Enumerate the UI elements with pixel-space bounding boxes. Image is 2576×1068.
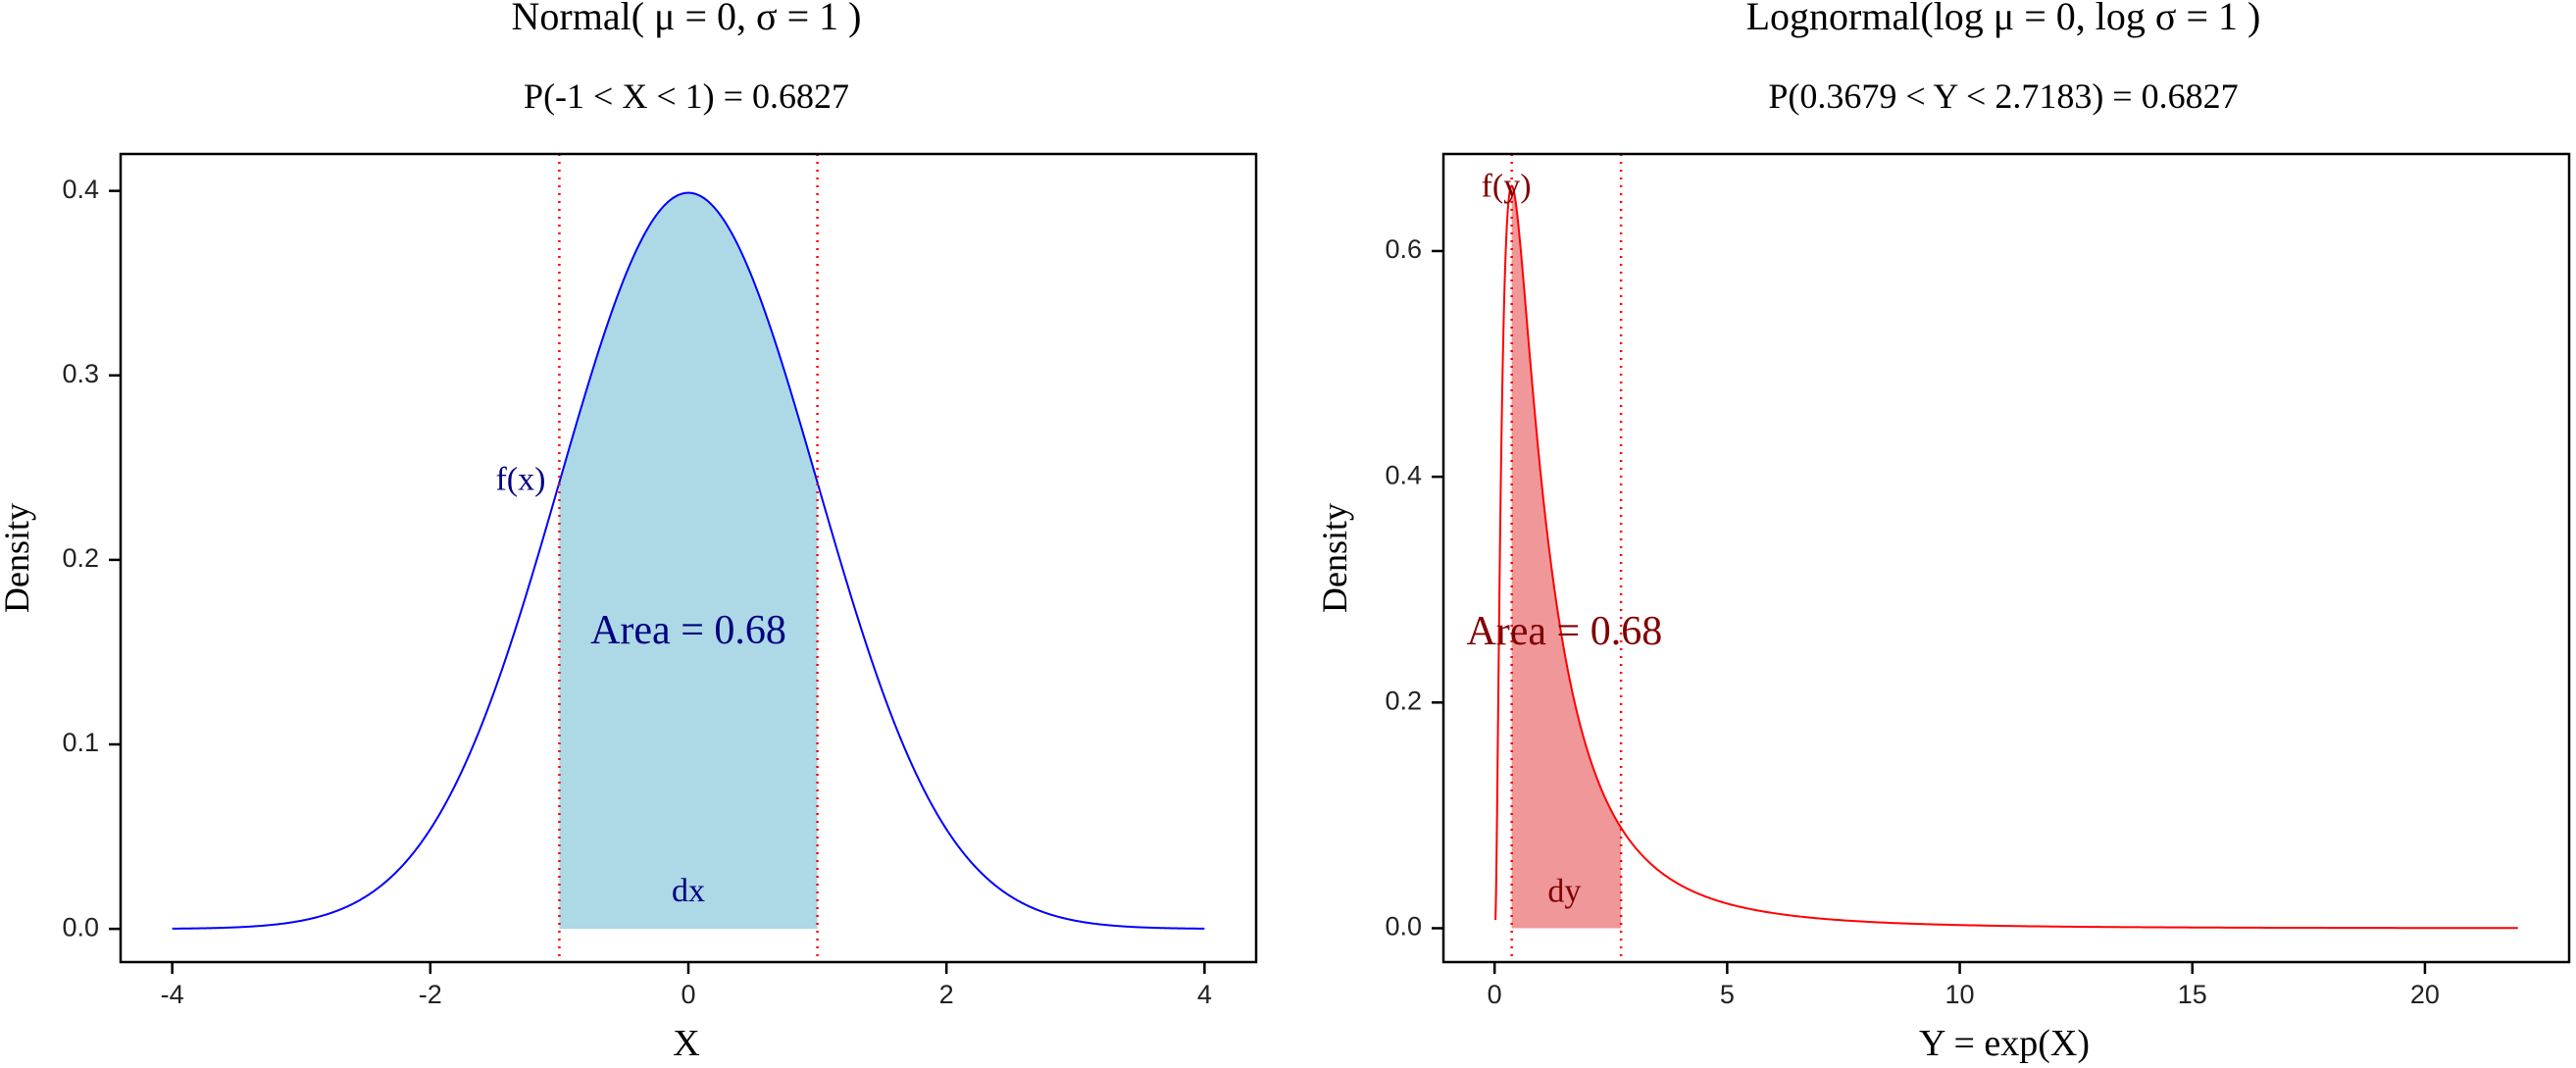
normal-y-axis-title: Density xyxy=(0,503,36,613)
normal-xtick-label-1: -2 xyxy=(419,980,442,1009)
lognormal-plot-frame xyxy=(1441,152,2571,964)
normal-plot-area: f(x) Area = 0.68 dx xyxy=(172,154,1205,962)
normal-ytick-label-2: 0.2 xyxy=(62,543,99,573)
normal-xtick-label-0: -4 xyxy=(161,980,184,1009)
lognormal-subtitle: P(0.3679 < Y < 2.7183) = 0.6827 xyxy=(1768,76,2238,116)
normal-x-axis-title: X xyxy=(673,1023,699,1064)
normal-x-axis: -4 -2 0 2 4 xyxy=(161,962,1212,1009)
normal-xtick-label-4: 4 xyxy=(1197,980,1212,1009)
normal-xtick-label-3: 2 xyxy=(939,980,954,1009)
lognormal-xtick-label-2: 10 xyxy=(1945,980,1975,1009)
normal-xtick-label-2: 0 xyxy=(681,980,695,1009)
normal-area-label: Area = 0.68 xyxy=(590,608,786,653)
lognormal-ytick-label-2: 0.4 xyxy=(1385,460,1422,489)
normal-subtitle: P(-1 < X < 1) = 0.6827 xyxy=(524,76,849,116)
lognormal-x-axis-title: Y = exp(X) xyxy=(1919,1023,2090,1064)
lognormal-plot-area: f(y) Area = 0.68 dy xyxy=(1466,154,2518,962)
lognormal-y-axis: 0.0 0.2 0.4 0.6 xyxy=(1385,234,1443,941)
normal-ytick-label-4: 0.4 xyxy=(62,175,99,204)
lognormal-area-label: Area = 0.68 xyxy=(1466,609,1662,654)
lognormal-xtick-label-4: 20 xyxy=(2410,980,2440,1009)
normal-title: Normal( μ = 0, σ = 1 ) xyxy=(512,0,862,38)
lognormal-x-axis: 0 5 10 15 20 xyxy=(1488,962,2440,1009)
normal-y-axis: 0.0 0.1 0.2 0.3 0.4 xyxy=(62,175,121,941)
normal-ytick-label-1: 0.1 xyxy=(62,728,99,757)
lognormal-differential-label: dy xyxy=(1547,874,1581,910)
lognormal-shaded-area xyxy=(1511,185,1622,929)
lognormal-density-curve xyxy=(1494,184,2518,930)
normal-ytick-label-0: 0.0 xyxy=(62,912,99,941)
lognormal-xtick-label-0: 0 xyxy=(1488,980,1502,1009)
lognormal-title: Lognormal(log μ = 0, log σ = 1 ) xyxy=(1746,0,2261,38)
lognormal-y-axis-title: Density xyxy=(1315,503,1354,613)
lognormal-ytick-label-1: 0.2 xyxy=(1385,686,1422,715)
normal-shaded-area xyxy=(559,192,818,930)
lognormal-ytick-label-0: 0.0 xyxy=(1385,912,1422,941)
lognormal-density-label: f(y) xyxy=(1482,168,1532,204)
normal-density-label: f(x) xyxy=(495,462,545,498)
normal-panel: Normal( μ = 0, σ = 1 ) P(-1 < X < 1) = 0… xyxy=(0,0,1258,1064)
normal-differential-label: dx xyxy=(672,873,705,909)
lognormal-panel: Lognormal(log μ = 0, log σ = 1 ) P(0.367… xyxy=(1315,0,2571,1064)
normal-density-curve xyxy=(172,191,1205,930)
lognormal-ytick-label-3: 0.6 xyxy=(1385,234,1422,264)
normal-ytick-label-3: 0.3 xyxy=(62,359,99,388)
lognormal-xtick-label-1: 5 xyxy=(1720,980,1735,1009)
lognormal-xtick-label-3: 15 xyxy=(2178,980,2207,1009)
